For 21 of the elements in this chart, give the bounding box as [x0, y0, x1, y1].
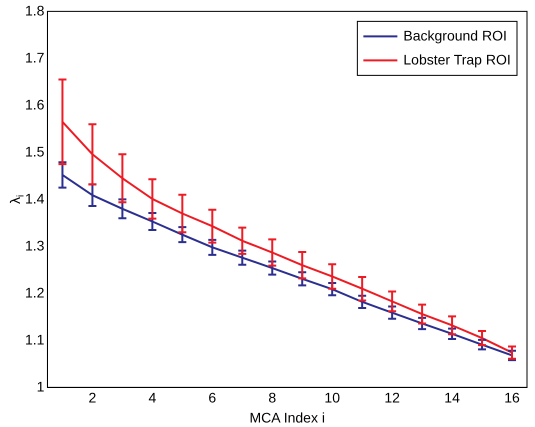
x-tick-label: 16	[504, 390, 520, 406]
y-tick-label: 1.4	[24, 190, 45, 206]
y-tick-label: 1.5	[24, 143, 45, 160]
x-tick-label: 2	[88, 390, 97, 406]
legend-label: Background ROI	[403, 27, 507, 44]
x-tick-label: 14	[444, 390, 460, 406]
y-tick-label: 1.1	[24, 331, 45, 348]
x-axis-title: MCA Index i	[249, 409, 325, 426]
legend-label: Lobster Trap ROI	[403, 51, 511, 68]
x-tick-label: 6	[208, 390, 216, 406]
x-tick-label: 8	[268, 390, 276, 406]
y-tick-label: 1.2	[24, 284, 45, 300]
y-axis-title: λi	[6, 194, 27, 204]
y-tick-label: 1.8	[24, 2, 45, 18]
x-tick-label: 4	[148, 390, 156, 406]
x-tick-label: 12	[384, 390, 400, 406]
y-tick-label: 1	[36, 378, 45, 394]
x-tick-label: 10	[324, 390, 340, 406]
y-tick-label: 1.7	[24, 49, 45, 66]
y-tick-label: 1.3	[24, 237, 45, 254]
y-tick-label: 1.6	[24, 96, 45, 112]
